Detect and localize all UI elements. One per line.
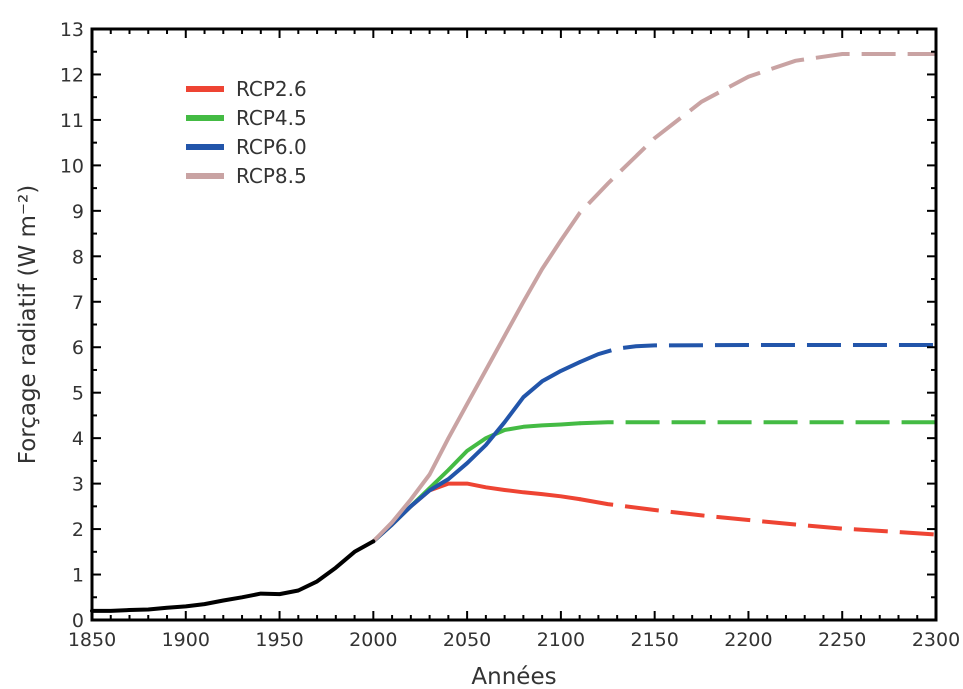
y-tick-label: 8 [72, 246, 84, 268]
axis-tick-labels: 1850 1900 1950 2000 2050 2100 2150 2200 2250 2300… [60, 19, 960, 651]
y-tick-label: 10 [60, 155, 84, 177]
x-tick-label: 2250 [818, 629, 866, 651]
series-rcp45-line [371, 421, 582, 544]
x-tick-label: 1950 [255, 629, 303, 651]
x-axis-label: Années [471, 664, 556, 689]
y-tick-label: 3 [72, 474, 84, 496]
series-rcp26-extension-line [579, 497, 937, 537]
x-tick-label: 2300 [912, 629, 960, 651]
legend-label: RCP8.5 [236, 164, 307, 188]
y-tick-label: 13 [60, 19, 84, 41]
series-rcp85-line [371, 238, 563, 544]
x-tick-label: 1900 [162, 629, 210, 651]
series-rcp85-extension-line [559, 52, 936, 242]
axis-ticks [91, 28, 937, 621]
y-tick-label: 5 [72, 383, 84, 405]
x-tick-label: 2000 [349, 629, 397, 651]
y-tick-label: 1 [72, 565, 84, 587]
y-tick-label: 7 [72, 292, 84, 314]
series-rcp60-extension-line [578, 343, 936, 365]
series-rcp60-line [371, 360, 582, 544]
series-rcp45-extension-line [579, 420, 936, 426]
legend-label: RCP4.5 [236, 106, 307, 130]
y-tick-label: 0 [72, 610, 84, 632]
x-tick-label: 2100 [537, 629, 585, 651]
y-tick-label: 6 [72, 337, 84, 359]
y-tick-label: 2 [72, 519, 84, 541]
y-axis-label: Forçage radiatif (W m⁻²) [15, 185, 41, 464]
y-tick-label: 9 [72, 201, 84, 223]
x-tick-label: 2150 [630, 629, 678, 651]
y-tick-label: 4 [72, 428, 84, 450]
x-tick-label: 2200 [724, 629, 772, 651]
plot-lines [90, 52, 937, 613]
historical-line [90, 539, 376, 613]
legend-label: RCP6.0 [236, 135, 307, 159]
x-tick-label: 1850 [68, 629, 116, 651]
x-tick-label: 2050 [443, 629, 491, 651]
y-tick-label: 12 [60, 64, 84, 86]
y-tick-label: 11 [60, 110, 84, 132]
legend-label: RCP2.6 [236, 77, 307, 101]
legend: RCP2.6 RCP4.5 RCP6.0 RCP8.5 [186, 77, 307, 188]
